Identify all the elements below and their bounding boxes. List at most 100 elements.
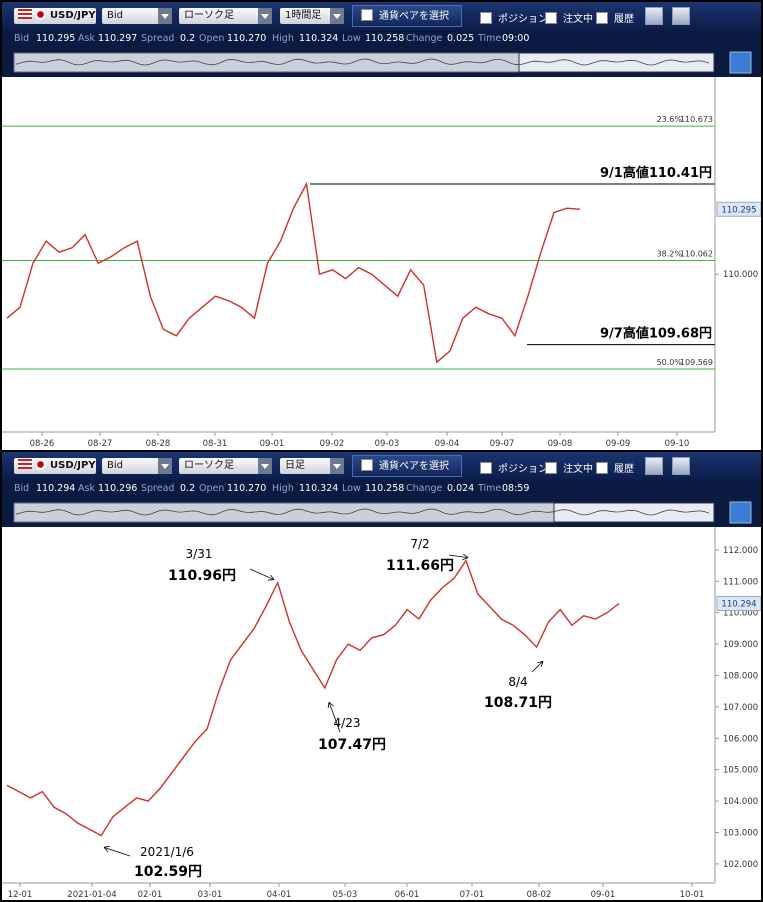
pair-label: USD/JPY xyxy=(50,10,96,21)
y-tick-label: 107.000 xyxy=(723,703,758,713)
checkbox-label: 履歴 xyxy=(614,464,634,475)
info-label: Spread xyxy=(141,483,175,494)
pair-selector[interactable]: USD/JPY xyxy=(14,458,96,474)
tool-icon[interactable] xyxy=(645,457,663,475)
x-tick-label: 09-01 xyxy=(260,439,285,449)
button-label: 通貨ペアを選択 xyxy=(379,11,449,22)
dropdown[interactable]: 1時間足 xyxy=(280,8,344,24)
annotation-arrow xyxy=(531,660,544,673)
checkbox-option[interactable]: ポジション xyxy=(480,10,548,25)
info-value: 0.2 xyxy=(180,483,196,494)
price-line xyxy=(6,181,581,364)
info-value: 0.024 xyxy=(447,483,475,494)
navigator-wave xyxy=(15,508,710,516)
chart-panel: USD/JPY Bid ローソク足 1時間足 通貨ペアを選択 ポジション 注文中 履歴 Bid 1… xyxy=(2,2,761,450)
y-tick-label: 104.000 xyxy=(723,797,758,807)
price-chart: 110.000 08-26 08-27 08-28 08-31 09-01 09-02 09-… xyxy=(2,77,761,450)
x-tick-label: 08-27 xyxy=(88,439,113,449)
x-tick-label: 08-28 xyxy=(146,439,171,449)
fib-value: 110.673 xyxy=(680,115,713,124)
info-value: 110.270 xyxy=(227,33,267,44)
us-flag xyxy=(18,9,32,19)
y-tick-label: 111.000 xyxy=(723,577,758,587)
checkbox-label: 注文中 xyxy=(563,14,593,25)
tool-icon[interactable] xyxy=(672,7,690,25)
checkbox xyxy=(545,462,557,474)
dropdown-arrow xyxy=(330,458,344,474)
info-label: Time xyxy=(478,483,502,494)
checkbox-option[interactable]: 履歴 xyxy=(596,460,634,475)
y-tick-label: 110.000 xyxy=(723,609,758,619)
navigator-button xyxy=(729,501,752,524)
checkbox xyxy=(596,12,608,24)
plot-bg xyxy=(2,527,761,900)
x-tick-label: 03-01 xyxy=(198,890,223,900)
info-value: 110.294 xyxy=(36,483,76,494)
checkbox-option[interactable]: 注文中 xyxy=(545,10,593,25)
checkbox-label: 履歴 xyxy=(614,14,634,25)
button-label: 通貨ペアを選択 xyxy=(379,461,449,472)
x-tick-label: 10-01 xyxy=(680,890,705,900)
x-tick-label: 07-01 xyxy=(460,890,485,900)
info-value: 0.025 xyxy=(447,33,475,44)
checkbox-option[interactable]: ポジション xyxy=(480,460,548,475)
select-pair-button[interactable]: 通貨ペアを選択 xyxy=(352,5,462,27)
x-tick-label: 06-01 xyxy=(395,890,420,900)
select-pair-button[interactable]: 通貨ペアを選択 xyxy=(352,455,462,477)
info-label: Time xyxy=(478,33,502,44)
chart-panel: USD/JPY Bid ローソク足 日足 通貨ペアを選択 ポジション 注文中 履歴 Bid 110… xyxy=(2,452,761,900)
x-tick-label: 09-04 xyxy=(435,439,460,449)
info-label: Spread xyxy=(141,33,175,44)
checkbox xyxy=(480,12,492,24)
toolbar: USD/JPY Bid ローソク足 日足 通貨ペアを選択 ポジション 注文中 履歴 xyxy=(2,452,761,480)
arrow-head xyxy=(270,574,275,580)
dropdown-arrow xyxy=(258,458,272,474)
annotation-price: 110.96円 xyxy=(168,568,236,584)
info-label: Open xyxy=(199,483,225,494)
annotation-price: 102.59円 xyxy=(134,864,202,880)
info-value: 110.270 xyxy=(227,483,267,494)
current-price-label: 110.294 xyxy=(721,599,756,609)
pair-selector[interactable]: USD/JPY xyxy=(14,8,96,24)
chart-type: ローソク足 xyxy=(184,460,234,471)
dropdown[interactable]: 日足 xyxy=(280,458,344,474)
annotation-date: 3/31 xyxy=(186,547,213,561)
checkbox-option[interactable]: 注文中 xyxy=(545,460,593,475)
info-value: 110.295 xyxy=(36,33,76,44)
dropdown[interactable]: Bid xyxy=(102,458,172,474)
x-tick-label: 08-26 xyxy=(30,439,55,449)
dropdown[interactable]: ローソク足 xyxy=(179,8,272,24)
plot-bg xyxy=(2,77,761,450)
annotation-date: 2021/1/6 xyxy=(140,845,194,859)
annotation-arrow xyxy=(448,554,469,558)
fib-percent: 23.6% xyxy=(657,115,683,124)
jp-flag xyxy=(35,459,46,470)
info-label: Ask xyxy=(78,483,95,494)
y-tick-label: 108.000 xyxy=(723,671,758,681)
arrow-head xyxy=(540,661,544,668)
info-value: 110.258 xyxy=(365,33,405,44)
info-label: Change xyxy=(406,33,443,44)
dropdown[interactable]: Bid xyxy=(102,8,172,24)
checkbox-option[interactable]: 履歴 xyxy=(596,10,634,25)
dropdown[interactable]: ローソク足 xyxy=(179,458,272,474)
x-tick-label: 08-02 xyxy=(527,890,552,900)
info-label: Bid xyxy=(14,483,30,494)
toolbar: USD/JPY Bid ローソク足 1時間足 通貨ペアを選択 ポジション 注文中 履歴 xyxy=(2,2,761,30)
info-bar: Bid 110.295 Ask 110.297 Spread 0.2 Open 110.270… xyxy=(2,30,761,48)
x-tick-label: 09-10 xyxy=(665,439,690,449)
checkbox xyxy=(361,9,373,21)
x-tick-label: 2021-01-04 xyxy=(67,890,116,900)
arrow-head xyxy=(328,701,334,707)
annotation-price: 111.66円 xyxy=(386,558,454,574)
x-tick-label: 09-09 xyxy=(606,439,631,449)
dropdown-arrow xyxy=(258,8,272,24)
tool-icon[interactable] xyxy=(645,7,663,25)
y-tick-label: 105.000 xyxy=(723,766,758,776)
annotation-date: 8/4 xyxy=(508,675,527,689)
checkbox-label: ポジション xyxy=(498,14,548,25)
checkbox xyxy=(545,12,557,24)
info-label: High xyxy=(272,483,294,494)
arrow-head xyxy=(462,553,469,558)
tool-icon[interactable] xyxy=(672,457,690,475)
